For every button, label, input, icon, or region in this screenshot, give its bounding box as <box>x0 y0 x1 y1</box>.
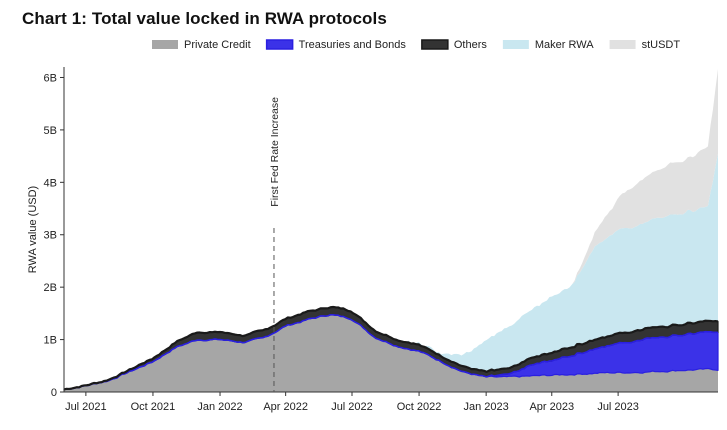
legend-label: Treasuries and Bonds <box>299 39 407 51</box>
x-tick-label: Jul 2022 <box>331 401 373 413</box>
legend-item-maker-rwa[interactable]: Maker RWA <box>502 39 594 51</box>
y-tick-label: 2B <box>44 282 57 294</box>
x-tick-label: Oct 2021 <box>131 401 176 413</box>
legend-swatch <box>502 40 529 49</box>
area-private-credit <box>64 314 718 392</box>
line-treasuries-and-bonds <box>63 313 719 391</box>
y-tick-label: 1B <box>44 335 57 347</box>
x-tick-label: Jan 2023 <box>464 401 509 413</box>
legend-label: Maker RWA <box>535 39 594 51</box>
y-tick-label: 3B <box>44 230 57 242</box>
area-maker-rwa <box>64 153 718 390</box>
legend-label: Private Credit <box>184 39 251 51</box>
x-tick-label: Apr 2022 <box>263 401 308 413</box>
legend-swatch <box>421 39 449 50</box>
legend-item-private-credit[interactable]: Private Credit <box>152 39 251 51</box>
legend-label: stUSDT <box>642 39 681 51</box>
area-series-group <box>63 69 719 392</box>
legend-item-stusdt[interactable]: stUSDT <box>609 39 681 51</box>
legend-swatch <box>609 40 636 49</box>
chart-title: Chart 1: Total value locked in RWA proto… <box>22 9 387 28</box>
legend: Private Credit Treasuries and Bonds Others… <box>152 39 680 51</box>
legend-swatch <box>152 40 178 49</box>
legend-swatch <box>265 39 294 50</box>
y-axis-title: RWA value (USD) <box>27 186 39 273</box>
y-tick-label: 6B <box>44 72 57 84</box>
y-tick-label: 4B <box>44 177 57 189</box>
x-tick-label: Apr 2023 <box>529 401 574 413</box>
annotation-label: First Fed Rate Increase <box>269 97 281 207</box>
x-tick-label: Jan 2022 <box>197 401 242 413</box>
line-others <box>63 305 719 391</box>
legend-label: Others <box>454 39 488 51</box>
y-tick-label: 5B <box>44 125 57 137</box>
x-tick-label: Jul 2021 <box>65 401 107 413</box>
x-tick-label: Oct 2022 <box>397 401 442 413</box>
y-tick-label: 0 <box>51 387 57 399</box>
x-tick-label: Jul 2023 <box>597 401 639 413</box>
legend-item-others[interactable]: Others <box>421 39 488 51</box>
legend-item-treasuries-and-bonds[interactable]: Treasuries and Bonds <box>265 39 407 51</box>
